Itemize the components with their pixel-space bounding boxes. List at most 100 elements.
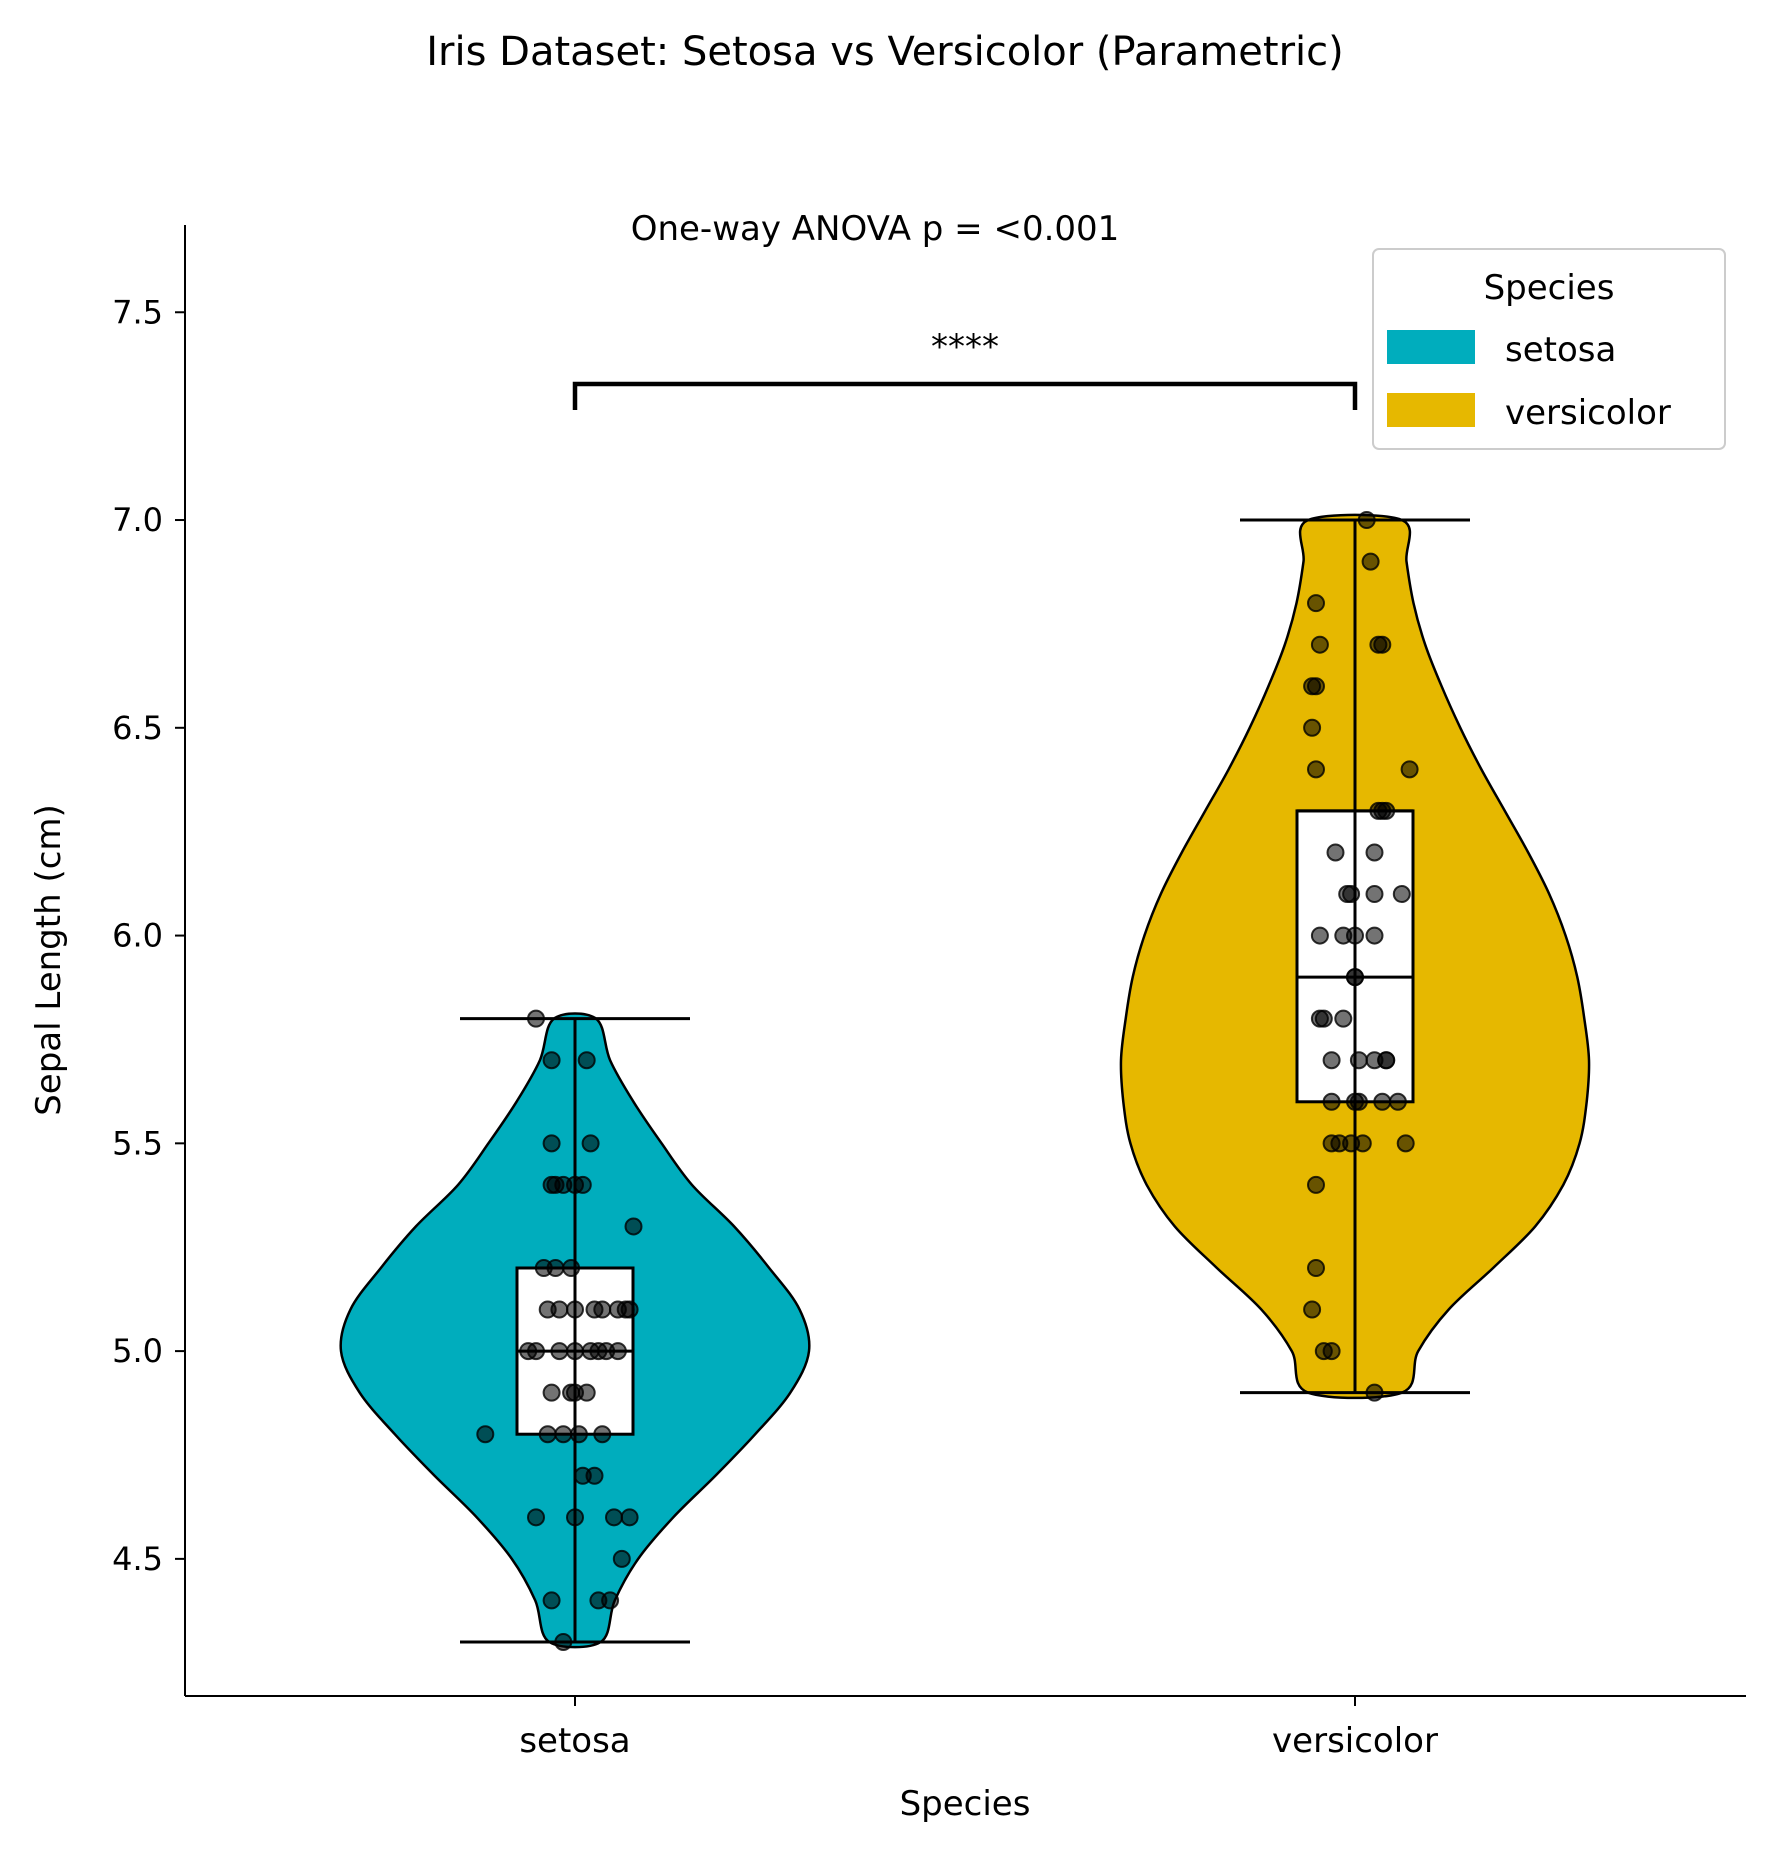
anova-annotation: One-way ANOVA p = <0.001 bbox=[631, 209, 1120, 249]
legend-swatch-versicolor bbox=[1387, 393, 1475, 427]
data-point-setosa bbox=[527, 1508, 545, 1527]
data-point-versicolor bbox=[1349, 1092, 1368, 1111]
data-point-setosa bbox=[542, 1383, 561, 1402]
y-tick-label: 6.5 bbox=[112, 709, 163, 747]
data-point-versicolor bbox=[1307, 594, 1325, 613]
data-point-versicolor bbox=[1310, 1009, 1329, 1028]
legend-title: Species bbox=[1484, 268, 1615, 308]
legend-swatch-setosa bbox=[1387, 330, 1475, 364]
data-point-setosa bbox=[577, 1051, 596, 1070]
data-point-versicolor bbox=[1303, 1300, 1322, 1319]
data-point-versicolor bbox=[1357, 511, 1376, 530]
data-point-setosa bbox=[546, 1258, 565, 1277]
data-point-versicolor bbox=[1373, 1092, 1392, 1111]
data-point-versicolor bbox=[1392, 885, 1411, 904]
data-point-versicolor bbox=[1322, 1342, 1341, 1361]
data-point-setosa bbox=[476, 1425, 495, 1444]
data-point-versicolor bbox=[1330, 1134, 1349, 1153]
data-point-versicolor bbox=[1310, 926, 1329, 945]
data-point-versicolor bbox=[1334, 1009, 1353, 1028]
data-point-versicolor bbox=[1365, 885, 1384, 904]
data-point-versicolor bbox=[1388, 1092, 1407, 1111]
data-point-setosa bbox=[542, 1591, 561, 1610]
data-point-versicolor bbox=[1365, 1383, 1384, 1402]
data-point-versicolor bbox=[1326, 843, 1345, 862]
chart-title: Iris Dataset: Setosa vs Versicolor (Para… bbox=[426, 29, 1343, 75]
data-point-setosa bbox=[550, 1342, 569, 1361]
data-point-setosa bbox=[608, 1342, 627, 1361]
data-point-versicolor bbox=[1310, 635, 1329, 654]
data-point-setosa bbox=[538, 1425, 557, 1444]
data-point-versicolor bbox=[1396, 1134, 1415, 1153]
data-point-setosa bbox=[542, 1134, 561, 1153]
data-point-setosa bbox=[593, 1425, 612, 1444]
data-point-versicolor bbox=[1307, 760, 1325, 779]
y-ticks: 4.5 5.0 5.5 6.0 6.5 7.0 7.5 bbox=[112, 293, 185, 1578]
data-point-versicolor bbox=[1369, 801, 1388, 820]
y-tick-label: 4.5 bbox=[112, 1540, 163, 1578]
data-point-versicolor bbox=[1346, 968, 1364, 987]
data-point-versicolor bbox=[1361, 552, 1380, 571]
data-point-setosa bbox=[585, 1300, 604, 1319]
data-point-setosa bbox=[542, 1051, 561, 1070]
data-point-setosa bbox=[569, 1425, 588, 1444]
data-point-setosa bbox=[585, 1466, 604, 1485]
data-point-versicolor bbox=[1303, 718, 1322, 737]
data-point-versicolor bbox=[1377, 1051, 1396, 1070]
significance-label: **** bbox=[931, 327, 999, 367]
y-tick-label: 5.0 bbox=[112, 1332, 163, 1370]
y-axis-label: Sepal Length (cm) bbox=[29, 804, 69, 1116]
x-tick-label-versicolor: versicolor bbox=[1272, 1721, 1438, 1761]
data-point-setosa bbox=[538, 1300, 557, 1319]
bracket-line bbox=[572, 381, 1358, 410]
data-point-versicolor bbox=[1365, 843, 1384, 862]
data-point-setosa bbox=[605, 1508, 623, 1527]
data-point-setosa bbox=[554, 1632, 573, 1651]
data-point-setosa bbox=[527, 1009, 545, 1028]
data-point-versicolor bbox=[1373, 635, 1392, 654]
y-tick-label: 5.5 bbox=[112, 1124, 163, 1162]
x-tick-label-setosa: setosa bbox=[519, 1721, 630, 1761]
data-point-setosa bbox=[620, 1508, 639, 1527]
data-point-setosa bbox=[542, 1175, 561, 1194]
data-point-versicolor bbox=[1322, 1051, 1341, 1070]
x-axis-label: Species bbox=[900, 1784, 1031, 1824]
data-point-setosa bbox=[581, 1342, 600, 1361]
data-point-versicolor bbox=[1353, 1134, 1372, 1153]
data-point-setosa bbox=[527, 1342, 545, 1361]
data-point-setosa bbox=[562, 1383, 581, 1402]
legend: Species setosa versicolor bbox=[1372, 248, 1726, 450]
data-point-setosa bbox=[566, 1508, 584, 1527]
data-point-versicolor bbox=[1322, 1092, 1341, 1111]
data-point-setosa bbox=[620, 1300, 639, 1319]
data-point-versicolor bbox=[1338, 885, 1357, 904]
legend-label-versicolor: versicolor bbox=[1505, 393, 1671, 433]
data-point-setosa bbox=[566, 1300, 584, 1319]
y-tick-label: 7.5 bbox=[112, 293, 163, 331]
y-tick-label: 7.0 bbox=[112, 501, 163, 539]
data-point-versicolor bbox=[1400, 760, 1419, 779]
data-point-versicolor bbox=[1307, 677, 1325, 696]
data-point-versicolor bbox=[1346, 926, 1364, 945]
data-point-versicolor bbox=[1307, 1258, 1325, 1277]
violin-group-versicolor bbox=[1119, 511, 1591, 1402]
data-point-versicolor bbox=[1365, 926, 1384, 945]
data-point-setosa bbox=[612, 1549, 631, 1568]
significance-bracket: **** bbox=[572, 327, 1358, 410]
data-point-setosa bbox=[566, 1175, 584, 1194]
data-point-setosa bbox=[562, 1258, 581, 1277]
data-point-versicolor bbox=[1349, 1051, 1368, 1070]
data-point-versicolor bbox=[1307, 1175, 1325, 1194]
legend-label-setosa: setosa bbox=[1505, 330, 1616, 370]
y-tick-label: 6.0 bbox=[112, 917, 163, 955]
data-point-setosa bbox=[566, 1342, 584, 1361]
data-point-setosa bbox=[581, 1134, 600, 1153]
violin-group-setosa bbox=[339, 1009, 811, 1651]
x-ticks: setosa versicolor bbox=[519, 1696, 1438, 1761]
data-point-setosa bbox=[589, 1591, 608, 1610]
data-point-setosa bbox=[554, 1425, 573, 1444]
axes bbox=[184, 225, 1746, 1697]
plot-area bbox=[339, 511, 1591, 1651]
data-point-setosa bbox=[624, 1217, 643, 1236]
